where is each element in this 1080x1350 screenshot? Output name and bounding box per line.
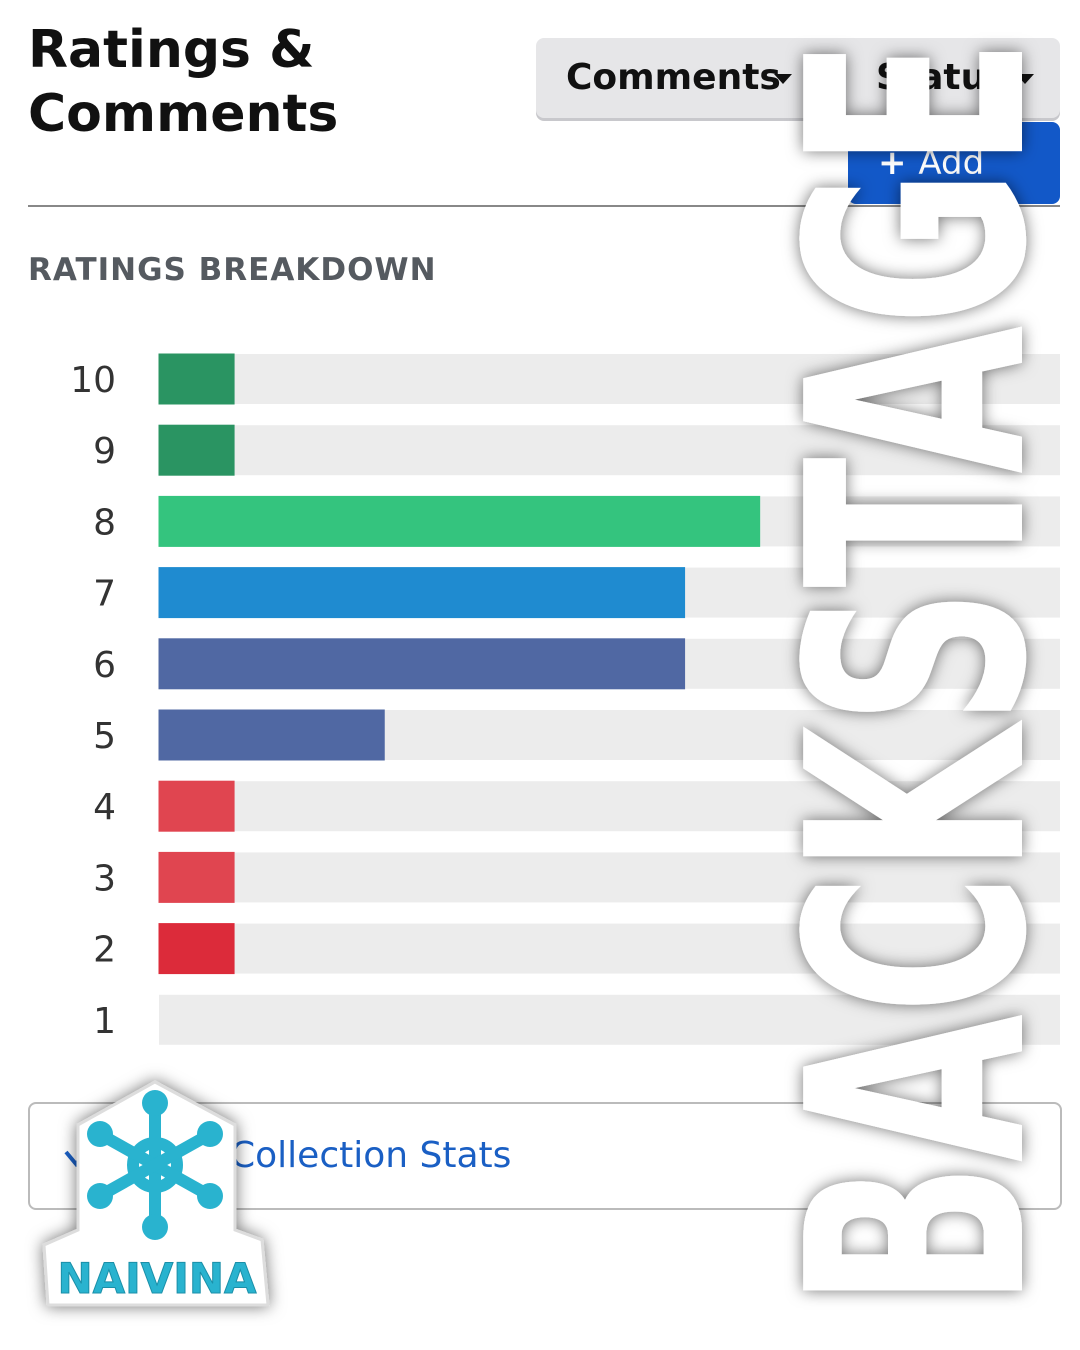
bar [158, 638, 686, 690]
bar-track [159, 923, 1060, 974]
rating-label: 8 [93, 502, 116, 543]
section-title: RATINGS BREAKDOWN [28, 252, 437, 288]
bar [158, 780, 235, 832]
bar [158, 495, 761, 547]
page-title: Ratings & Comments [28, 20, 339, 144]
bar-track [159, 994, 1060, 1045]
logo: NAIVINA [42, 1080, 270, 1307]
bar-track [159, 781, 1060, 832]
bar [158, 851, 235, 903]
bar-track [159, 425, 1060, 476]
rating-label: 3 [93, 858, 116, 899]
divider [28, 205, 1060, 207]
rating-label: 6 [93, 645, 116, 686]
rating-label: 1 [93, 1001, 116, 1042]
status-dropdown[interactable]: Status [876, 57, 1008, 98]
add-label: Add [918, 143, 985, 183]
bar [158, 923, 235, 975]
dropdown-caret [774, 74, 792, 84]
bar [158, 353, 235, 405]
collection-stats-link[interactable]: Collection Stats [230, 1135, 512, 1176]
filter-bar: Comments Status [536, 38, 1060, 118]
rating-label: 4 [93, 787, 116, 828]
rating-label: 2 [93, 930, 116, 971]
rating-label: 9 [93, 431, 116, 472]
logo-text: NAIVINA [57, 1254, 257, 1303]
rating-label: 5 [93, 716, 116, 757]
bar [158, 567, 686, 619]
add-button[interactable]: + Add [848, 122, 1060, 204]
dropdown-caret [1016, 74, 1034, 84]
collection-stats-panel[interactable] [28, 1102, 1062, 1210]
backstage-watermark: BACKSTAGE [744, 38, 1080, 1308]
comments-dropdown[interactable]: Comments [566, 57, 781, 98]
bar [158, 709, 385, 761]
rating-label: 10 [70, 360, 116, 401]
bar-track [159, 852, 1060, 903]
bar-track [159, 354, 1060, 404]
rating-label: 7 [93, 574, 116, 615]
bar [158, 424, 235, 476]
